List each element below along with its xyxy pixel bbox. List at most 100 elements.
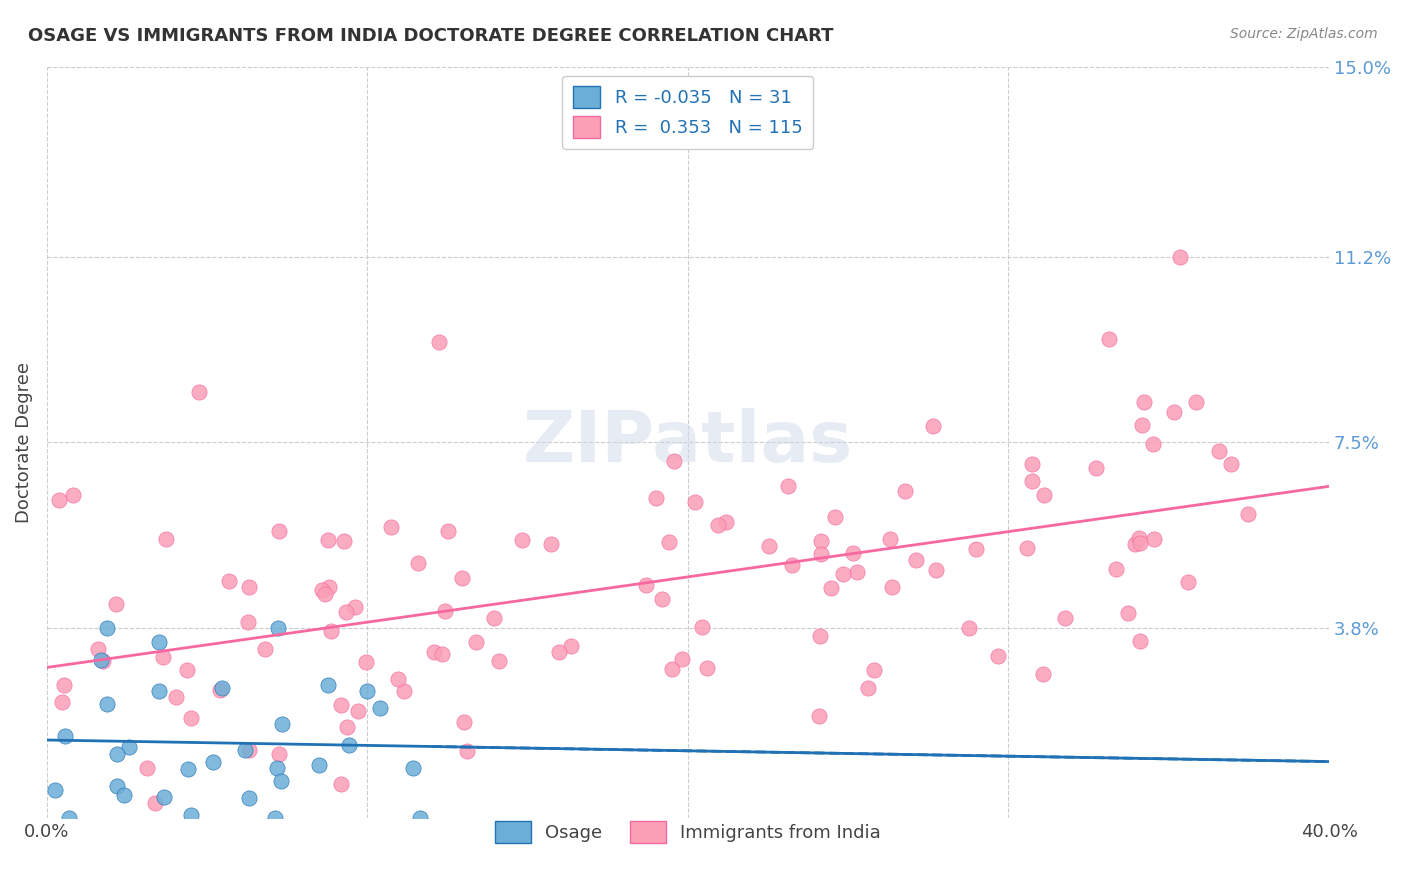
Point	[433, 604, 456, 618]
Point	[1177, 575, 1199, 590]
Point	[267, 621, 290, 635]
Point	[148, 684, 170, 698]
Point	[924, 563, 946, 577]
Point	[921, 419, 943, 434]
Point	[107, 780, 129, 794]
Point	[683, 494, 706, 508]
Point	[314, 587, 336, 601]
Point	[780, 558, 803, 573]
Point	[44, 782, 66, 797]
Point	[451, 572, 474, 586]
Point	[96, 697, 118, 711]
Point	[368, 701, 391, 715]
Point	[846, 565, 869, 579]
Point	[48, 492, 70, 507]
Point	[1236, 508, 1258, 522]
Point	[356, 684, 378, 698]
Point	[1128, 531, 1150, 545]
Point	[335, 720, 357, 734]
Point	[808, 708, 831, 723]
Point	[53, 730, 76, 744]
Point	[1142, 437, 1164, 451]
Point	[1085, 461, 1108, 475]
Point	[236, 615, 259, 630]
Point	[112, 788, 135, 802]
Point	[208, 682, 231, 697]
Point	[318, 580, 340, 594]
Point	[707, 518, 730, 533]
Point	[58, 811, 80, 825]
Point	[238, 790, 260, 805]
Point	[337, 739, 360, 753]
Point	[105, 747, 128, 762]
Point	[152, 650, 174, 665]
Point	[155, 532, 177, 546]
Point	[177, 762, 200, 776]
Point	[1015, 541, 1038, 556]
Point	[1123, 537, 1146, 551]
Point	[1168, 250, 1191, 264]
Point	[965, 542, 987, 557]
Point	[233, 742, 256, 756]
Point	[53, 678, 76, 692]
Point	[644, 491, 666, 505]
Point	[560, 640, 582, 654]
Point	[456, 744, 478, 758]
Point	[636, 578, 658, 592]
Point	[879, 532, 901, 546]
Point	[271, 717, 294, 731]
Point	[263, 811, 285, 825]
Point	[540, 537, 562, 551]
Point	[987, 649, 1010, 664]
Point	[482, 611, 505, 625]
Point	[143, 796, 166, 810]
Text: OSAGE VS IMMIGRANTS FROM INDIA DOCTORATE DEGREE CORRELATION CHART: OSAGE VS IMMIGRANTS FROM INDIA DOCTORATE…	[28, 27, 834, 45]
Point	[465, 635, 488, 649]
Point	[510, 533, 533, 547]
Point	[810, 533, 832, 548]
Point	[863, 663, 886, 677]
Point	[269, 747, 291, 762]
Point	[135, 761, 157, 775]
Point	[427, 335, 450, 350]
Point	[1033, 488, 1056, 502]
Y-axis label: Doctorate Degree: Doctorate Degree	[15, 362, 32, 523]
Point	[856, 681, 879, 695]
Point	[453, 714, 475, 729]
Point	[1219, 457, 1241, 471]
Point	[423, 645, 446, 659]
Point	[658, 535, 681, 549]
Point	[87, 641, 110, 656]
Point	[319, 624, 342, 639]
Point	[211, 681, 233, 695]
Point	[91, 654, 114, 668]
Point	[714, 515, 737, 529]
Point	[1130, 417, 1153, 432]
Point	[436, 524, 458, 539]
Point	[218, 574, 240, 588]
Point	[335, 605, 357, 619]
Point	[117, 739, 139, 754]
Point	[661, 662, 683, 676]
Point	[238, 743, 260, 757]
Point	[810, 547, 832, 561]
Point	[776, 478, 799, 492]
Point	[187, 385, 209, 400]
Point	[238, 580, 260, 594]
Point	[409, 811, 432, 825]
Point	[347, 704, 370, 718]
Point	[696, 660, 718, 674]
Point	[394, 684, 416, 698]
Point	[548, 645, 571, 659]
Point	[430, 647, 453, 661]
Point	[406, 557, 429, 571]
Point	[401, 760, 423, 774]
Point	[808, 629, 831, 643]
Point	[880, 580, 903, 594]
Point	[316, 533, 339, 548]
Point	[905, 552, 928, 566]
Point	[311, 582, 333, 597]
Point	[165, 690, 187, 704]
Point	[692, 620, 714, 634]
Text: ZIPatlas: ZIPatlas	[523, 408, 853, 477]
